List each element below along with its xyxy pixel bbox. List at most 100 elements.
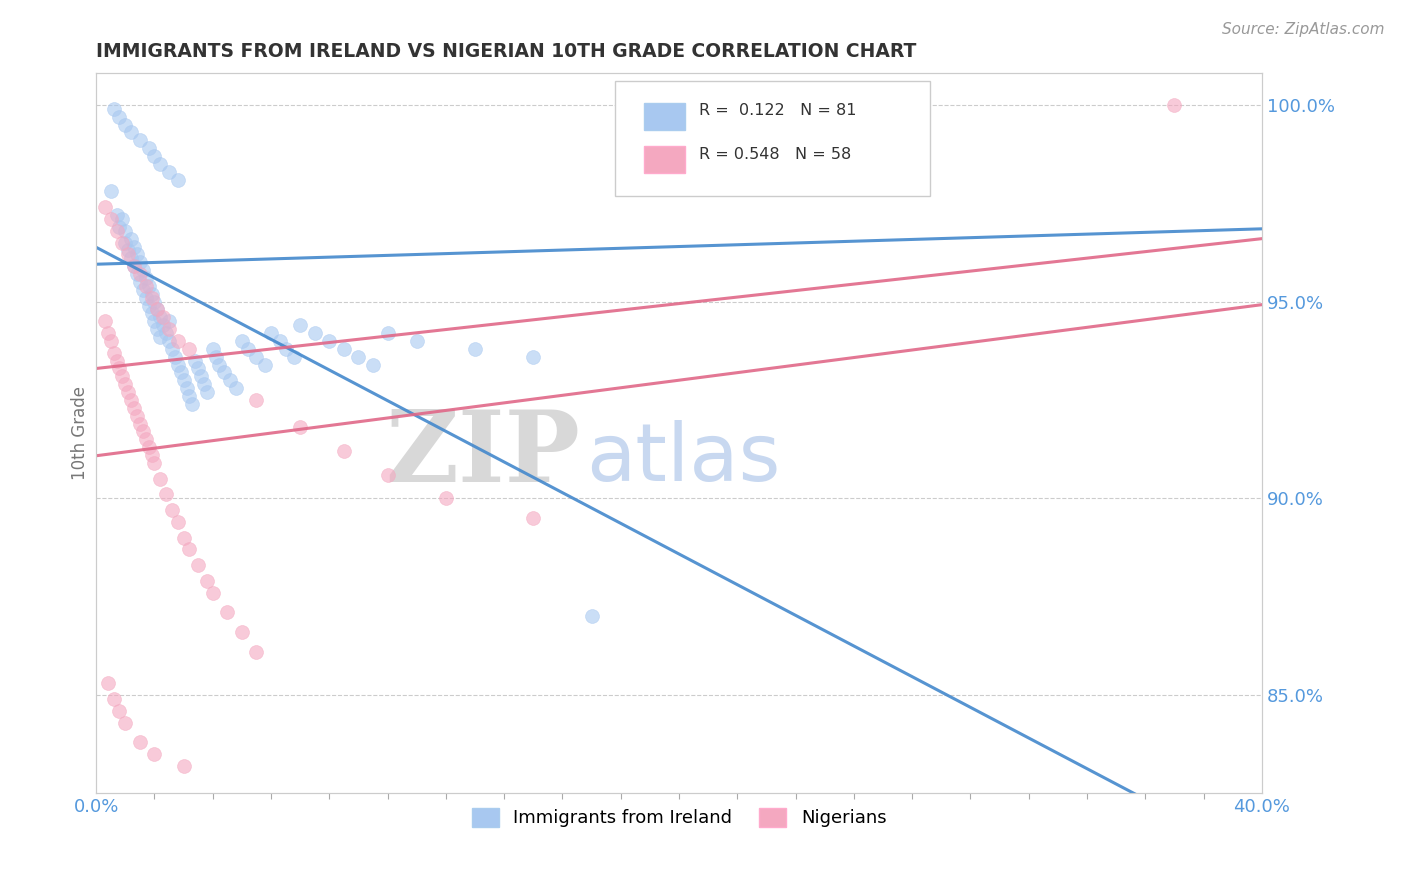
Point — [129, 267, 152, 281]
Point — [100, 185, 122, 199]
Point — [114, 224, 136, 238]
Point — [333, 444, 356, 458]
Point — [149, 310, 172, 325]
Point — [129, 255, 152, 269]
Point — [290, 318, 312, 333]
Point — [129, 133, 152, 147]
Point — [149, 157, 172, 171]
Point — [138, 141, 160, 155]
Point — [187, 558, 209, 573]
Point — [184, 353, 207, 368]
Point — [125, 267, 148, 281]
Point — [125, 409, 148, 423]
Point — [108, 219, 131, 234]
Point — [179, 389, 201, 403]
Point — [347, 350, 370, 364]
Point — [304, 326, 326, 340]
Point — [195, 574, 218, 588]
Point — [231, 334, 253, 348]
Text: R = 0.548   N = 58: R = 0.548 N = 58 — [699, 146, 851, 161]
Point — [146, 302, 169, 317]
Point — [108, 361, 131, 376]
Point — [170, 366, 193, 380]
Point — [157, 322, 180, 336]
Point — [100, 334, 122, 348]
Point — [143, 149, 166, 163]
Point — [1163, 98, 1185, 112]
Point — [149, 330, 172, 344]
Point — [111, 369, 134, 384]
Point — [155, 326, 177, 340]
Point — [193, 377, 215, 392]
Point — [146, 302, 169, 317]
Point — [141, 306, 163, 320]
Point — [207, 358, 229, 372]
Point — [204, 350, 226, 364]
Point — [120, 232, 142, 246]
Point — [225, 381, 247, 395]
Point — [120, 252, 142, 266]
Point — [94, 314, 117, 328]
Point — [179, 342, 201, 356]
Text: Source: ZipAtlas.com: Source: ZipAtlas.com — [1222, 22, 1385, 37]
Point — [434, 491, 457, 506]
Point — [114, 118, 136, 132]
Point — [522, 511, 544, 525]
Point — [160, 342, 183, 356]
Point — [103, 692, 125, 706]
Point — [108, 704, 131, 718]
Point — [149, 472, 172, 486]
Legend: Immigrants from Ireland, Nigerians: Immigrants from Ireland, Nigerians — [464, 801, 894, 835]
Point — [117, 244, 139, 258]
Point — [173, 373, 195, 387]
Point — [245, 392, 267, 407]
Point — [201, 585, 224, 599]
Point — [129, 735, 152, 749]
Point — [283, 350, 305, 364]
Point — [108, 110, 131, 124]
Point — [166, 358, 188, 372]
Point — [269, 334, 291, 348]
Point — [132, 425, 155, 439]
Point — [333, 342, 356, 356]
Point — [105, 208, 128, 222]
Point — [114, 377, 136, 392]
Point — [187, 361, 209, 376]
Point — [236, 342, 259, 356]
Point — [143, 747, 166, 761]
Point — [122, 239, 145, 253]
Point — [103, 102, 125, 116]
Point — [143, 294, 166, 309]
Point — [141, 448, 163, 462]
Point — [166, 334, 188, 348]
Point — [152, 310, 174, 325]
Point — [377, 326, 399, 340]
Point — [181, 397, 204, 411]
Point — [190, 369, 212, 384]
Point — [129, 417, 152, 431]
Point — [141, 286, 163, 301]
Point — [405, 334, 427, 348]
Point — [111, 235, 134, 250]
Point — [97, 326, 120, 340]
Point — [274, 342, 297, 356]
Point — [245, 645, 267, 659]
Point — [245, 350, 267, 364]
Point — [138, 278, 160, 293]
Text: IMMIGRANTS FROM IRELAND VS NIGERIAN 10TH GRADE CORRELATION CHART: IMMIGRANTS FROM IRELAND VS NIGERIAN 10TH… — [96, 42, 917, 61]
Point — [132, 283, 155, 297]
Point — [122, 259, 145, 273]
Text: atlas: atlas — [586, 419, 780, 498]
Point — [163, 350, 186, 364]
Point — [105, 353, 128, 368]
Point — [138, 299, 160, 313]
Point — [97, 676, 120, 690]
Point — [157, 334, 180, 348]
Point — [120, 392, 142, 407]
Point — [201, 342, 224, 356]
Point — [143, 314, 166, 328]
Point — [214, 366, 236, 380]
Point — [361, 358, 384, 372]
Point — [141, 291, 163, 305]
Point — [114, 235, 136, 250]
